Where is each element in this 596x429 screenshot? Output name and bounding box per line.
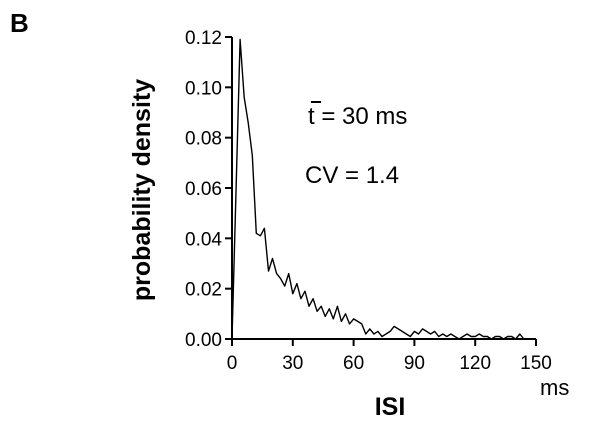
x-tick-label: 120: [459, 353, 491, 374]
x-tick-label: 90: [404, 353, 425, 374]
x-tick-label: 30: [282, 353, 303, 374]
mean-value: = 30 ms: [315, 103, 408, 130]
y-tick-label: 0.08: [185, 129, 222, 150]
y-tick-label: 0.04: [185, 229, 222, 250]
panel-label: B: [10, 8, 29, 38]
x-tick-label: 0: [227, 353, 238, 374]
series-line: [231, 38, 525, 340]
y-tick-label: 0.10: [185, 78, 222, 99]
y-tick-label: 0.00: [185, 330, 222, 351]
mean-annotation-text: t = 30 ms: [308, 103, 407, 130]
x-axis: 0 30 60 90 120 150: [227, 338, 552, 374]
x-axis-title: ISI: [375, 393, 406, 421]
y-axis: 0.00 0.02 0.04 0.06 0.08 0.10 0.12: [185, 28, 233, 351]
plot-area: [231, 38, 525, 340]
x-tick-label: 60: [343, 353, 364, 374]
y-tick-label: 0.06: [185, 179, 222, 200]
mean-annotation: t = 30 ms: [308, 101, 407, 130]
x-tick-label: 150: [520, 353, 552, 374]
y-axis-title: probability density: [128, 79, 156, 301]
y-tick-label: 0.02: [185, 280, 222, 301]
mean-symbol: t: [308, 103, 315, 130]
x-axis-unit: ms: [540, 375, 569, 400]
cv-annotation: CV = 1.4: [305, 162, 399, 189]
y-tick-label: 0.12: [185, 28, 222, 49]
